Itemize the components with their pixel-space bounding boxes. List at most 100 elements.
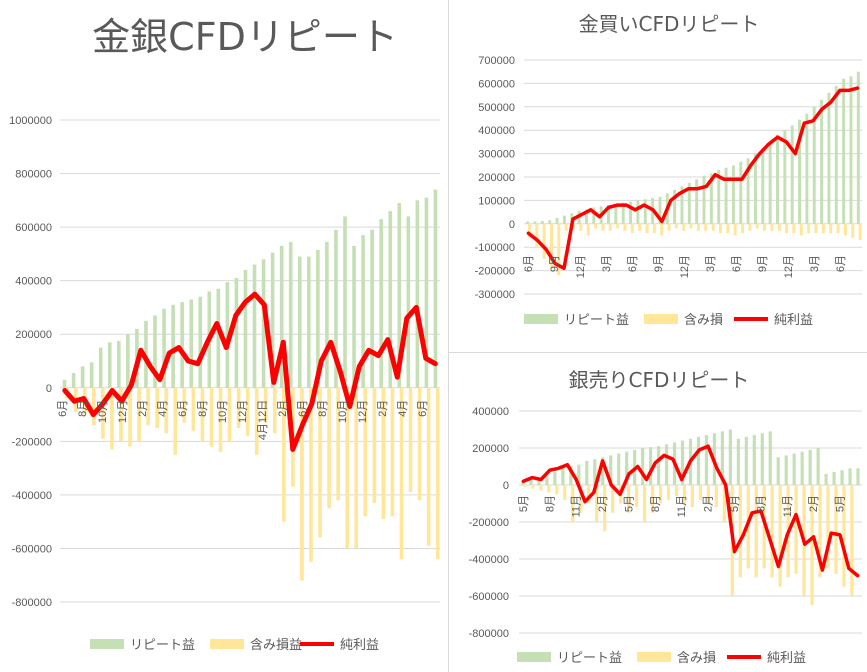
profit-bar xyxy=(189,299,193,388)
x-tick-label: 3月 xyxy=(705,255,717,272)
loss-bar xyxy=(645,223,649,234)
profit-bar xyxy=(98,347,103,388)
profit-bar xyxy=(720,431,725,485)
loss-bar xyxy=(227,387,232,442)
profit-bar xyxy=(724,167,728,224)
loss-bar xyxy=(698,485,702,500)
profit-bar xyxy=(592,207,596,224)
loss-bar xyxy=(792,223,796,234)
loss-bar xyxy=(309,387,313,562)
legend-profit-swatch xyxy=(517,652,551,662)
loss-bar xyxy=(770,485,774,578)
loss-bar xyxy=(128,387,132,447)
y-tick-label: 400000 xyxy=(472,406,509,418)
x-tick-label: 6月 xyxy=(297,400,309,417)
profit-bar xyxy=(89,362,94,388)
profit-bar xyxy=(696,436,701,485)
x-tick-label: 2月 xyxy=(137,400,149,417)
profit-bar xyxy=(658,196,662,224)
legend-net-label: 純利益 xyxy=(767,651,806,666)
y-tick-label: -100000 xyxy=(475,242,515,254)
profit-bar xyxy=(234,277,239,388)
loss-bar xyxy=(218,387,223,453)
y-tick-label: 200000 xyxy=(478,172,515,184)
x-tick-label: 5月 xyxy=(623,495,635,512)
loss-bar xyxy=(236,387,241,428)
y-tick-label: 700000 xyxy=(478,55,515,67)
profit-bar xyxy=(171,304,175,388)
loss-bar xyxy=(579,223,583,231)
loss-bar xyxy=(254,387,259,455)
profit-bar xyxy=(641,448,645,485)
loss-bar xyxy=(587,485,591,504)
chart-gold-buy-repeat: 金買いCFDリピート 700000 600000 500000 400000 300000… xyxy=(475,12,862,328)
profit-bar xyxy=(71,373,76,388)
profit-bar xyxy=(352,245,356,388)
loss-bar xyxy=(818,485,822,578)
loss-bar xyxy=(550,223,553,269)
x-tick-label: 6月 xyxy=(177,400,189,417)
x-tick-label: 12月 xyxy=(117,400,129,423)
loss-bar xyxy=(155,387,159,428)
profit-bar xyxy=(288,241,293,388)
y-tick-label: -200000 xyxy=(475,266,515,278)
x-tick-label: 2月 xyxy=(703,495,715,512)
x-tick-label: 3月 xyxy=(809,255,821,272)
loss-bar xyxy=(300,387,304,581)
profit-bar xyxy=(673,189,677,224)
legend-net-label: 純利益 xyxy=(774,313,813,328)
loss-bar xyxy=(842,485,846,587)
profit-bar xyxy=(433,189,438,388)
loss-bar xyxy=(282,387,286,522)
loss-bar xyxy=(778,485,782,587)
chart-panel-silver-sell: 銀売りCFDリピート 400000 200000 0 -200000 -400000 -60… xyxy=(449,353,867,672)
profit-bar xyxy=(643,199,647,224)
x-tick-label: 10月 xyxy=(337,400,349,423)
chart-legend: リピート益 含み損 純利益 xyxy=(517,650,806,666)
profit-bar xyxy=(834,85,838,224)
legend-profit-label: リピート益 xyxy=(130,638,195,653)
loss-bar xyxy=(829,223,833,234)
profit-bar xyxy=(180,302,184,388)
x-tick-label: 12月 xyxy=(237,400,249,423)
loss-bar xyxy=(390,387,395,517)
profit-bar xyxy=(601,457,605,485)
profit-bar xyxy=(553,472,557,485)
loss-bar xyxy=(547,485,551,493)
x-tick-label: 5月 xyxy=(835,495,847,512)
loss-bar xyxy=(603,485,607,532)
x-tick-label: 11月 xyxy=(782,495,794,517)
loss-bar xyxy=(754,485,758,578)
chart-panel-gold-buy: 金買いCFDリピート 700000 600000 500000 400000 300000… xyxy=(449,0,867,352)
loss-bar xyxy=(630,223,634,234)
loss-bar xyxy=(748,223,752,231)
x-tick-label: 8月 xyxy=(77,400,89,417)
profit-bar xyxy=(584,209,588,224)
x-tick-label: 9月 xyxy=(653,255,665,272)
profit-bar xyxy=(849,76,853,224)
profit-bar xyxy=(812,106,816,224)
x-tick-label: 5月 xyxy=(729,495,741,512)
x-tick-label: 8月 xyxy=(197,400,209,417)
chart-title: 銀売りCFDリピート xyxy=(569,368,750,392)
loss-bar xyxy=(738,485,742,578)
loss-bar xyxy=(821,223,825,234)
profit-bar xyxy=(297,256,302,388)
legend-net-label: 純利益 xyxy=(340,638,379,653)
x-tick-label: 11月 xyxy=(571,495,583,517)
x-tick-label: 9月 xyxy=(757,255,769,272)
profit-bar xyxy=(361,235,365,388)
loss-bar xyxy=(209,387,214,447)
profit-bar xyxy=(736,438,740,485)
profit-bar xyxy=(739,161,743,224)
profit-bar xyxy=(629,201,633,224)
x-tick-label: 2月 xyxy=(808,495,820,512)
loss-bar xyxy=(173,387,178,455)
profit-bar xyxy=(607,205,610,224)
x-tick-label: 12月 xyxy=(575,255,587,278)
loss-bar xyxy=(608,223,612,231)
profit-bar xyxy=(717,169,721,224)
loss-bar xyxy=(557,223,561,276)
net-profit-line xyxy=(62,291,438,452)
loss-bar xyxy=(674,485,679,497)
